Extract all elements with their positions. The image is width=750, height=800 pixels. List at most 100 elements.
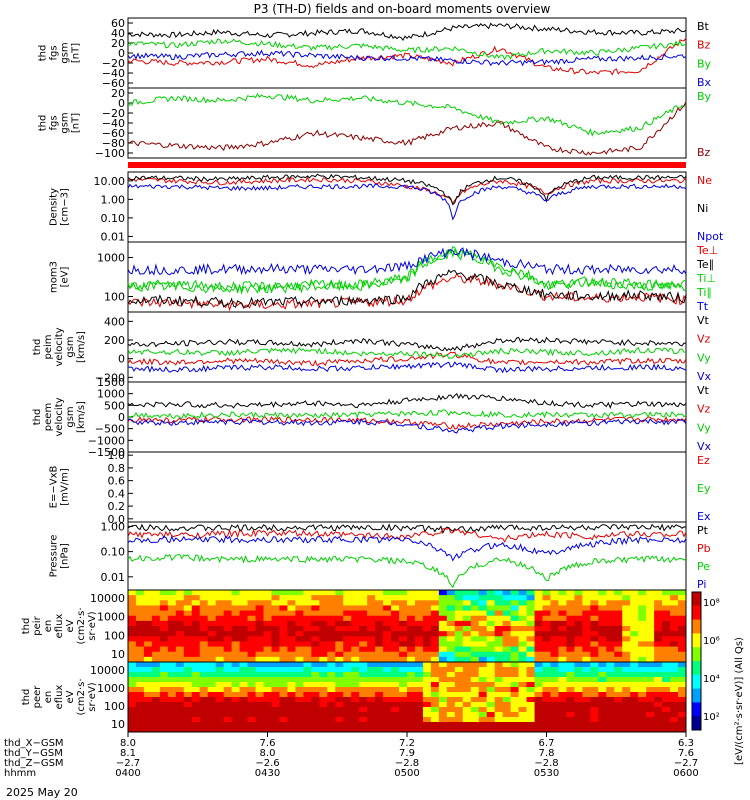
spectrogram-cell: [255, 600, 265, 606]
spectrogram-cell: [526, 610, 536, 617]
spectrogram-cell: [638, 636, 647, 642]
spectrogram-cell: [255, 707, 265, 713]
spectrogram-cell: [518, 717, 528, 723]
spectrogram-cell: [454, 667, 464, 673]
spectrogram-cell: [295, 682, 304, 688]
spectrogram-cell: [375, 697, 384, 703]
spectrogram-cell: [502, 651, 512, 658]
spectrogram-cell: [215, 626, 225, 632]
spectrogram-cell: [670, 707, 679, 713]
spectrogram-cell: [223, 615, 233, 622]
spectrogram-cell: [462, 722, 472, 728]
spectrogram-cell: [518, 620, 528, 627]
spectrogram-cell: [454, 605, 464, 612]
spectrogram-cell: [351, 600, 360, 606]
spectrogram-cell: [566, 620, 575, 627]
spectrogram-cell: [207, 641, 217, 648]
spectrogram-cell: [151, 631, 161, 637]
spectrogram-cell: [255, 682, 265, 688]
spectrogram-cell: [438, 712, 448, 718]
spectrogram-cell: [478, 646, 488, 653]
spectrogram-cell: [542, 595, 551, 601]
spectrogram-cell: [271, 646, 280, 653]
spectrogram-cell: [183, 662, 193, 668]
spectrogram-cell: [239, 651, 249, 658]
spectrogram-cell: [422, 651, 432, 658]
spectrogram-cell: [566, 631, 575, 637]
spectrogram-cell: [438, 682, 448, 688]
spectrogram-cell: [566, 656, 575, 663]
spectrogram-cell: [414, 727, 424, 733]
spectrogram-cell: [399, 636, 408, 642]
spectrogram-cell: [223, 677, 233, 683]
spectrogram-cell: [383, 600, 392, 606]
spectrogram-cell: [215, 682, 225, 688]
legend-Vx: Vx: [697, 440, 712, 453]
spectrogram-cell: [646, 667, 655, 673]
spectrogram-cell: [478, 727, 488, 733]
spectrogram-cell: [542, 667, 551, 673]
spectrogram-cell: [446, 687, 456, 693]
legend-Te⊥: Te⊥: [696, 244, 718, 257]
spectrogram-cell: [263, 687, 272, 693]
spectrogram-cell: [135, 677, 145, 683]
spectrogram-cell: [614, 590, 623, 596]
spectrogram-cell: [303, 717, 312, 723]
spectrogram-cell: [319, 707, 328, 713]
spectrogram-cell: [319, 636, 328, 642]
spectrogram-cell: [303, 687, 312, 693]
spectrogram-cell: [151, 600, 161, 606]
spectrogram-cell: [678, 605, 687, 612]
spectrogram-cell: [383, 677, 392, 683]
series-Pi-line: [127, 535, 687, 562]
spectrogram-cell: [295, 667, 304, 673]
spectrogram-cell: [303, 722, 312, 728]
spectrogram-cell: [478, 620, 488, 627]
spectrogram-cell: [199, 600, 209, 606]
spectrogram-cell: [542, 677, 551, 683]
spectrogram-cell: [407, 677, 416, 683]
spectrogram-cell: [462, 600, 472, 606]
spectrogram-cell: [239, 727, 249, 733]
spectrogram-cell: [303, 590, 312, 596]
ytick-label: 0.2: [108, 500, 126, 513]
spectrogram-cell: [526, 677, 536, 683]
spectrogram-cell: [135, 697, 145, 703]
spectrogram-cell: [494, 600, 504, 606]
spectrogram-cell: [566, 590, 575, 596]
spectrogram-cell: [542, 620, 551, 627]
spectrogram-cell: [446, 595, 456, 601]
spectrogram-cell: [199, 667, 209, 673]
spectrogram-cell: [518, 641, 528, 648]
spectrogram-cell: [367, 641, 376, 648]
spectrogram-cell: [175, 682, 185, 688]
series-By-line: [127, 93, 687, 137]
spectrogram-cell: [670, 641, 679, 648]
spectrogram-cell: [534, 692, 544, 698]
colorbar-segment: [692, 716, 701, 731]
spectrogram-cell: [502, 626, 512, 632]
spectrogram-cell: [383, 636, 392, 642]
spectrogram-cell: [446, 707, 456, 713]
colorbar-segment: [692, 619, 701, 634]
colorbar-segment: [692, 688, 701, 703]
spectrogram-cell: [295, 677, 304, 683]
spectrogram-cell: [287, 697, 296, 703]
spectrogram-cell: [151, 687, 161, 693]
xaxis-value: 8.0: [120, 738, 136, 749]
spectrogram-cell: [462, 651, 472, 658]
spectrogram-cell: [263, 722, 272, 728]
spectrogram-cell: [263, 692, 272, 698]
series-Bz-line: [127, 101, 687, 156]
spectrogram-cell: [622, 605, 631, 612]
spectrogram-cell: [470, 692, 480, 698]
spectrogram-cell: [662, 610, 671, 617]
spectrogram-cell: [662, 692, 671, 698]
spectrogram-cell: [542, 626, 551, 632]
spectrogram-cell: [606, 605, 615, 612]
spectrogram-cell: [518, 662, 528, 668]
xaxis-row-label: hhmm: [4, 768, 36, 779]
spectrogram-cell: [630, 631, 639, 637]
ylabel-line: en: [43, 620, 54, 633]
